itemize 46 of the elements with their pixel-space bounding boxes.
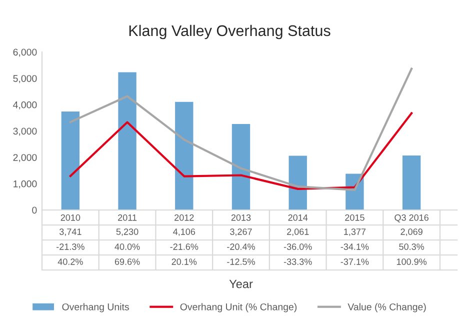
bar	[402, 156, 421, 210]
bar	[232, 124, 250, 210]
y-tick-label: 2,000	[13, 154, 37, 162]
data-label: -37.1%	[340, 258, 369, 265]
data-label: 3,267	[230, 228, 252, 236]
x-tick-label: 2014	[288, 214, 308, 221]
x-tick-label: 2011	[118, 214, 137, 221]
x-tick-label: 2012	[174, 214, 194, 221]
data-label: 2,069	[400, 228, 422, 236]
x-tick-label: Q3 2016	[394, 214, 428, 222]
legend-label: Overhang Units	[62, 303, 129, 312]
data-label: -34.1%	[340, 244, 369, 250]
data-label: 69.6%	[114, 258, 140, 265]
y-tick-label: 0	[32, 206, 37, 214]
x-tick-label: 2010	[60, 214, 80, 221]
data-label: 4,106	[173, 228, 196, 236]
data-label: 1,377	[344, 228, 366, 236]
data-label: 5,230	[116, 228, 138, 236]
legend-label: Value (% Change)	[348, 303, 426, 312]
data-label: -33.3%	[284, 258, 312, 265]
data-label: 100.9%	[396, 258, 427, 265]
x-tick-label: 2013	[231, 214, 251, 221]
data-label: 2,061	[287, 228, 309, 236]
chart-title: Klang Valley Overhang Status	[129, 24, 330, 40]
data-label: 3,741	[59, 228, 82, 236]
y-tick-label: 1,000	[14, 180, 37, 188]
data-label: -21.6%	[170, 244, 198, 250]
data-label: -36.0%	[284, 244, 312, 250]
data-label: 50.3%	[399, 244, 424, 250]
data-label: 40.0%	[114, 244, 140, 250]
data-label: 40.2%	[58, 258, 83, 265]
y-tick-label: 4,000	[13, 101, 37, 110]
bar	[175, 102, 194, 210]
data-label: -12.5%	[227, 258, 255, 265]
bar	[288, 156, 307, 210]
x-tick-label: 2015	[345, 214, 364, 221]
legend-label: Overhang Unit (% Change)	[180, 303, 297, 312]
x-axis-title: Year	[229, 280, 253, 288]
data-label: -20.4%	[227, 244, 255, 250]
y-tick-label: 3,000	[13, 128, 37, 136]
y-tick-label: 5,000	[13, 75, 37, 84]
data-label: -21.3%	[56, 244, 84, 250]
y-tick-label: 6,000	[13, 48, 37, 57]
data-label: 20.1%	[172, 258, 197, 265]
bar	[118, 72, 136, 210]
bar	[61, 111, 80, 210]
